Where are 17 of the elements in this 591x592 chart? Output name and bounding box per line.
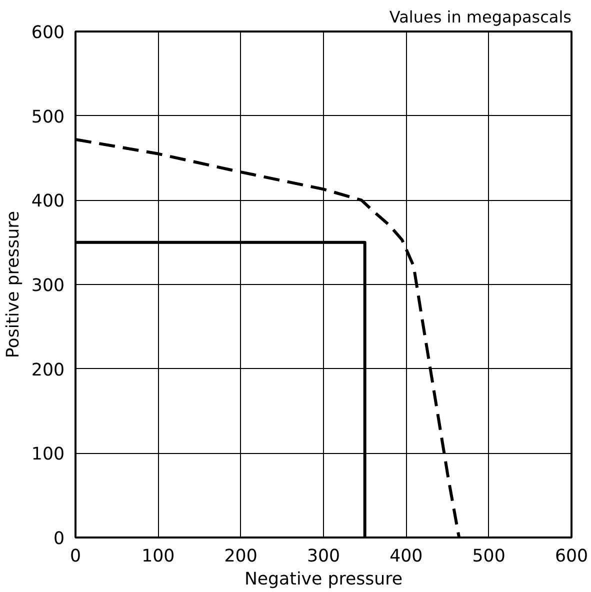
y-tick-label: 0 — [53, 529, 65, 549]
x-tick-label: 600 — [554, 546, 588, 566]
x-tick-label: 400 — [390, 546, 423, 566]
y-tick-label: 400 — [31, 192, 65, 212]
y-tick-label: 600 — [31, 23, 65, 43]
y-axis-title: Positive pressure — [3, 210, 24, 358]
y-tick-label: 100 — [31, 444, 65, 465]
x-tick-label: 200 — [224, 546, 258, 566]
x-tick-label: 0 — [70, 546, 82, 566]
x-tick-label: 500 — [472, 546, 506, 566]
text: Values in megapascals — [389, 8, 572, 26]
y-tick-label: 200 — [31, 360, 65, 380]
y-tick-label: 500 — [31, 107, 65, 128]
x-axis-title: Negative pressure — [244, 570, 403, 590]
x-tick-label: 300 — [306, 546, 340, 566]
x-tick-label: 100 — [142, 546, 175, 566]
y-tick-label: 300 — [31, 276, 65, 296]
